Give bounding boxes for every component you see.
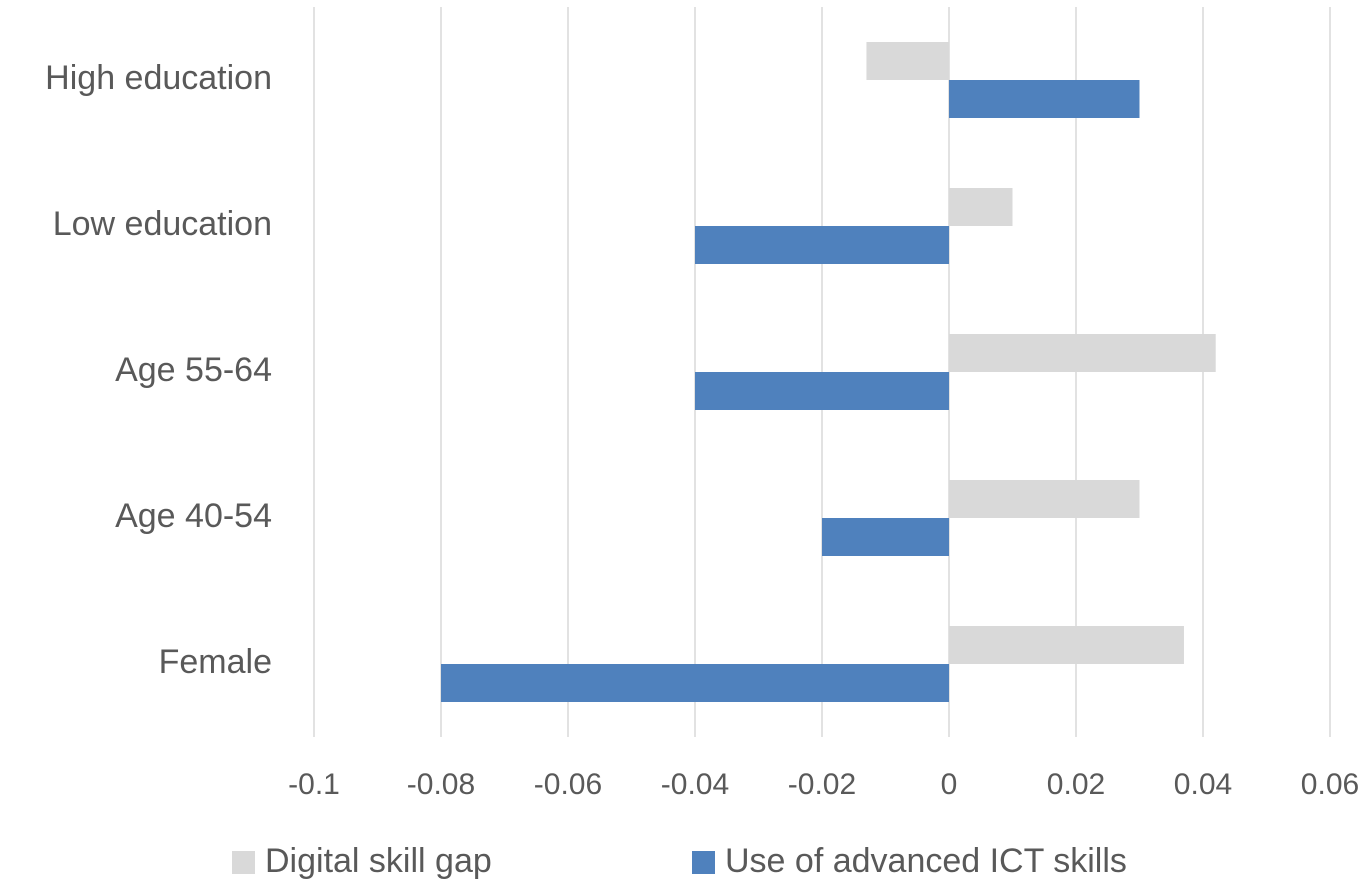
x-tick-label: -0.02 [788, 768, 856, 801]
bar [949, 188, 1013, 226]
y-tick-label: Low education [53, 205, 272, 243]
bar [949, 626, 1184, 664]
x-tick-label: 0.06 [1301, 768, 1359, 801]
x-tick-label: -0.04 [661, 768, 729, 801]
x-tick-label: 0 [941, 768, 958, 801]
bar [441, 664, 949, 702]
bar [822, 518, 949, 556]
bar [866, 42, 949, 80]
x-tick-label: -0.06 [534, 768, 602, 801]
bar [695, 372, 949, 410]
x-tick-label: 0.02 [1047, 768, 1105, 801]
y-tick-label: High education [45, 59, 272, 97]
bar [949, 80, 1140, 118]
bar [949, 334, 1216, 372]
bar [949, 480, 1140, 518]
bar [695, 226, 949, 264]
y-tick-label: Female [159, 643, 272, 681]
y-tick-label: Age 40-54 [115, 497, 272, 535]
x-tick-label: -0.1 [288, 768, 340, 801]
legend-label: Use of advanced ICT skills [725, 842, 1127, 880]
legend-swatch [232, 851, 255, 874]
x-tick-label: 0.04 [1174, 768, 1232, 801]
legend-swatch [692, 851, 715, 874]
legend-label: Digital skill gap [265, 842, 492, 880]
y-tick-label: Age 55-64 [115, 351, 272, 389]
x-tick-label: -0.08 [407, 768, 475, 801]
